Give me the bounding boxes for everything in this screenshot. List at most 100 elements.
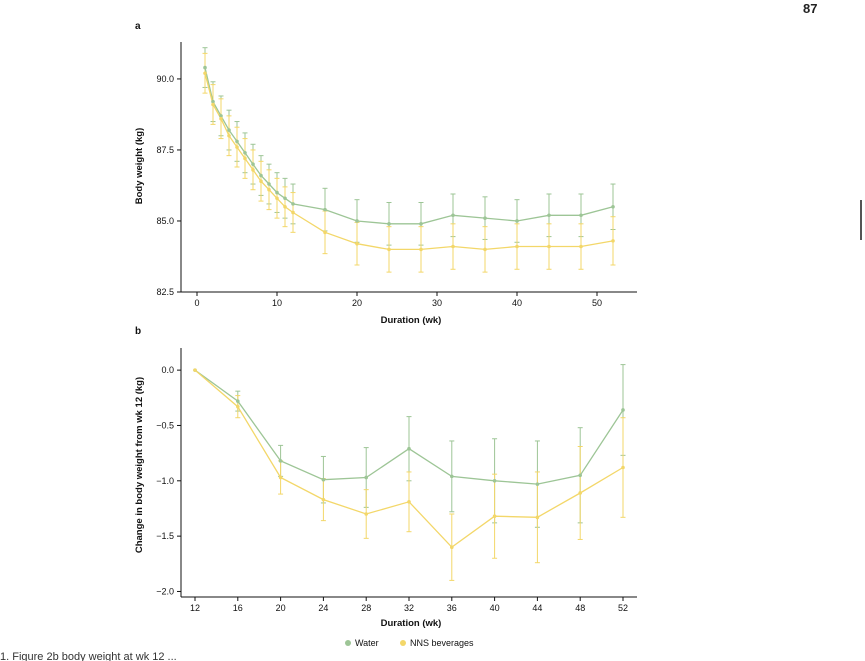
panel-a-point-water [611, 204, 615, 209]
panel-a-point-water [283, 196, 287, 201]
panel-b-y-tick-label: −0.5 [156, 420, 174, 430]
caption-fragment: 1. Figure 2b body weight at wk 12 ... [0, 652, 177, 661]
panel-a-point-water [267, 182, 271, 186]
panel-b-y-tick-label: −1.0 [156, 476, 174, 486]
panel-a-x-tick-label: 50 [592, 298, 602, 308]
panel-b-y-tick-label: −1.5 [156, 531, 174, 541]
panel-a-point-nns-beverages [451, 244, 455, 249]
panel-b-y-axis-title: Change in body weight from wk 12 (kg) [134, 377, 145, 553]
panel-a-y-tick-label: 87.5 [156, 145, 174, 155]
panel-b-point-nns-beverages [407, 500, 411, 504]
panel-b-label: b [135, 326, 141, 337]
panel-a-point-nns-beverages [283, 204, 287, 209]
panel-a-point-water [515, 219, 519, 223]
panel-a-point-nns-beverages [243, 156, 247, 161]
panel-a-point-nns-beverages [323, 230, 327, 235]
panel-a-series-lines [204, 67, 614, 251]
panel-a-y-tick-label: 82.5 [156, 287, 174, 297]
panel-a-point-nns-beverages [211, 102, 215, 107]
panel-a-axes: 82.5 85.0 87.5 90.0 0 10 20 30 40 50 [156, 42, 637, 308]
panel-a-y-tick-label: 85.0 [156, 216, 174, 226]
legend-item-nns-beverages: NNS beverages [400, 638, 474, 648]
panel-a-y-tick-label: 90.0 [156, 74, 174, 84]
panel-a-point-nns-beverages [579, 244, 583, 249]
panel-a-point-water [323, 207, 327, 212]
panel-a-point-nns-beverages [275, 196, 279, 201]
panel-a-point-nns-beverages [355, 241, 359, 246]
panel-b-x-tick-label: 16 [233, 603, 243, 613]
panel-a-point-water [259, 173, 263, 178]
panel-b-point-water [407, 446, 411, 451]
panel-b-x-tick-label: 20 [276, 603, 286, 613]
panel-b-axes: 0.0 −0.5 −1.0 −1.5 −2.0 12 16 20 24 28 32 36 40 44 48 5… [156, 348, 637, 613]
panel-b-point-nns-beverages [236, 404, 240, 409]
legend: Water NNS beverages [345, 638, 474, 648]
panel-a-point-nns-beverages [419, 247, 423, 252]
panel-b-x-tick-label: 44 [532, 603, 542, 613]
panel-a-point-nns-beverages [267, 187, 271, 192]
panel-a-point-water [483, 216, 487, 220]
panel-b-point-nns-beverages [278, 475, 283, 480]
panel-a-point-water [243, 150, 247, 155]
panel-a-point-water [275, 190, 279, 195]
panel-b-x-tick-label: 40 [490, 603, 500, 613]
panel-b-point-nns-beverages [450, 545, 454, 549]
panel-a-point-nns-beverages [203, 71, 207, 76]
panel-a-point-water [291, 202, 295, 206]
panel-b-point-water [236, 399, 240, 403]
panel-a-point-water [387, 222, 391, 226]
panel-b-point-nns-beverages [193, 368, 197, 372]
panel-a-point-nns-beverages [515, 244, 519, 249]
panel-b-x-tick-label: 52 [618, 603, 628, 613]
panel-a-point-nns-beverages [259, 179, 263, 184]
panel-b-point-water [364, 475, 369, 480]
panel-b-point-nns-beverages [321, 497, 326, 502]
panel-a-point-nns-beverages [291, 210, 295, 215]
panel-b-x-tick-label: 48 [575, 603, 585, 613]
panel-b-chart: b 0.0 −0.5 −1.0 −1.5 −2.0 12 16 20 24 28 32 36 40 44 4… [134, 326, 637, 629]
panel-a-point-water [547, 213, 551, 218]
panel-a-point-nns-beverages [387, 247, 391, 252]
panel-b-point-nns-beverages [535, 515, 540, 520]
panel-b-y-tick-label: −2.0 [156, 586, 174, 596]
panel-b-x-tick-label: 36 [447, 603, 457, 613]
panel-b-point-water [278, 459, 283, 463]
panel-a-x-tick-label: 20 [352, 298, 362, 308]
legend-label-water: Water [355, 638, 379, 648]
scrollbar-thumb[interactable] [860, 200, 862, 240]
panel-b-point-water [535, 482, 540, 486]
panel-b-y-tick-label: 0.0 [161, 365, 174, 375]
panel-b-x-tick-label: 12 [190, 603, 200, 613]
legend-item-water: Water [345, 638, 379, 648]
panel-a-point-nns-beverages [547, 244, 551, 249]
panel-a-line-nns-beverages [204, 73, 614, 251]
panel-a-points [203, 65, 615, 252]
panel-a-point-nns-beverages [483, 247, 487, 252]
panel-b-point-water [578, 473, 582, 478]
panel-a-point-nns-beverages [227, 133, 231, 138]
panel-a-point-water [579, 213, 583, 218]
legend-label-nns-beverages: NNS beverages [410, 638, 474, 648]
panel-a-point-water [203, 65, 207, 70]
panel-a-label: a [135, 21, 141, 32]
legend-swatch-water [345, 640, 351, 646]
panel-b-x-tick-label: 28 [361, 603, 371, 613]
panel-a-point-water [219, 114, 223, 118]
panel-b-x-tick-label: 24 [318, 603, 328, 613]
panel-b-point-nns-beverages [364, 512, 369, 516]
panel-a-point-water [419, 222, 423, 226]
panel-b-points [193, 368, 625, 549]
panel-a-error-bars [202, 47, 616, 273]
panel-a-x-tick-label: 10 [272, 298, 282, 308]
panel-a-point-nns-beverages [611, 239, 615, 243]
panel-a-point-water [235, 139, 239, 144]
panel-a-chart: a 82.5 85.0 87.5 90.0 0 10 20 30 40 50 Duration (… [134, 21, 637, 326]
panel-b-error-bars [235, 364, 626, 581]
page-number: 87 [803, 1, 818, 16]
legend-swatch-nns-beverages [400, 640, 406, 646]
panel-b-point-nns-beverages [621, 465, 625, 470]
panel-a-point-nns-beverages [219, 116, 223, 121]
panel-a-point-water [355, 219, 359, 223]
panel-a-point-water [211, 99, 215, 104]
